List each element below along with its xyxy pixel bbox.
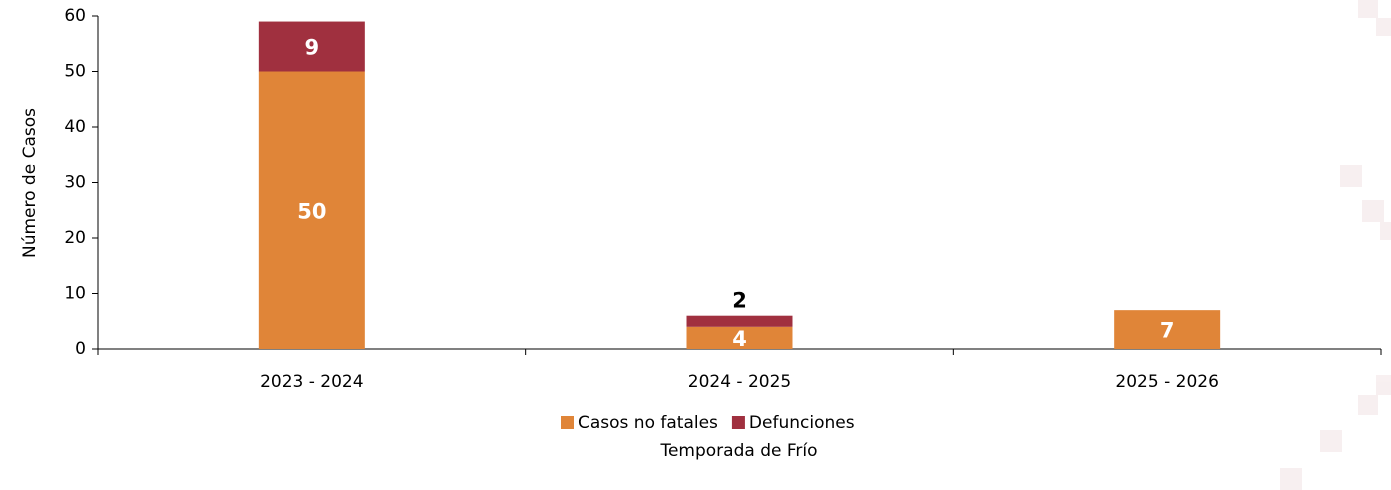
bar-segment [1114,310,1221,349]
data-label: 9 [305,36,320,60]
x-tick-label: 2025 - 2026 [1115,372,1218,392]
data-label: 7 [1160,319,1175,343]
bar-segment [686,315,793,327]
y-tick-label: 40 [64,117,86,137]
x-tick-label: 2023 - 2024 [260,372,363,392]
bar-segment [686,326,793,349]
legend-swatch [731,416,745,429]
legend-label: Casos no fatales [578,413,718,433]
legend-swatch [561,416,574,429]
y-tick-label: 20 [64,228,86,248]
legend-label: Defunciones [749,413,855,433]
data-label: 50 [297,199,326,223]
bar-segment [258,21,365,72]
data-label: 2 [732,289,747,313]
background-decoration [1280,0,1391,490]
y-tick-label: 30 [64,173,86,193]
y-tick-label: 10 [64,284,86,304]
y-tick-label: 60 [64,6,86,26]
bar-segment [258,71,365,349]
x-tick-label: 2024 - 2025 [688,372,791,392]
y-tick-label: 0 [75,339,86,359]
x-axis-title: Temporada de Frío [659,441,817,461]
data-label: 4 [732,327,747,351]
y-axis-title: Número de Casos [20,108,40,258]
y-tick-label: 50 [64,62,86,82]
